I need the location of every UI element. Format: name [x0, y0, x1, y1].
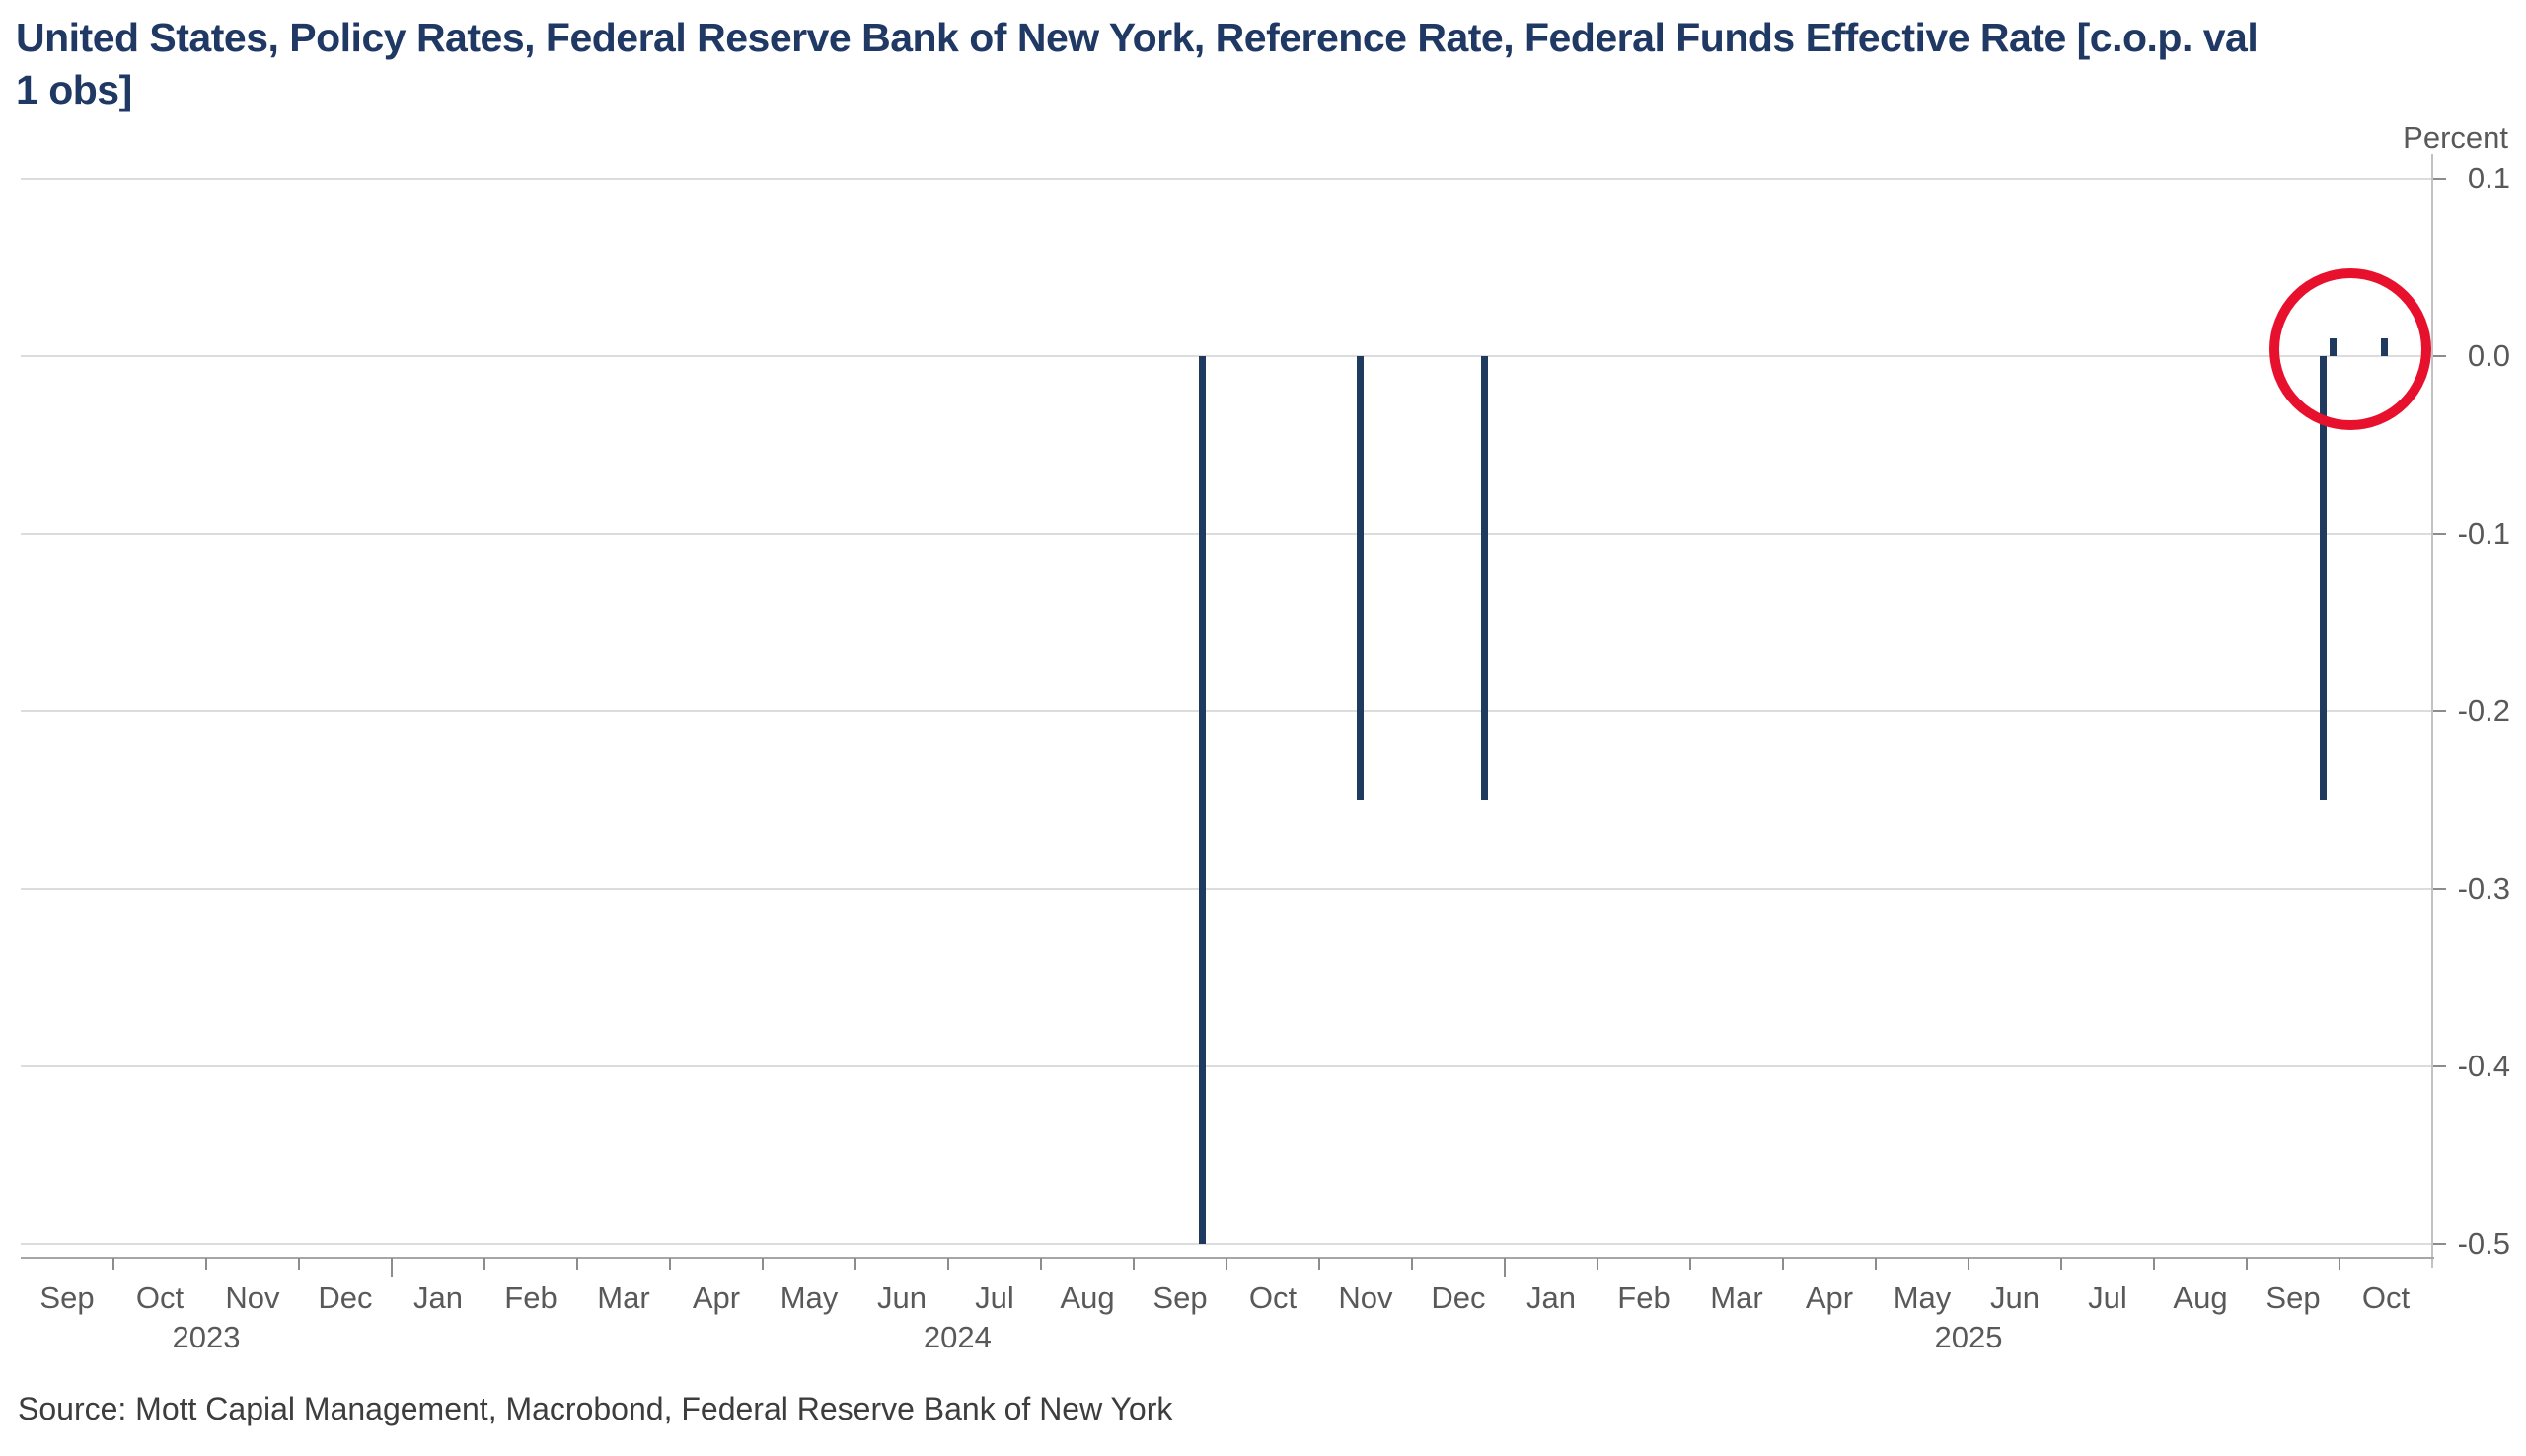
x-axis-tick	[2339, 1258, 2340, 1270]
x-axis-tick	[1689, 1258, 1691, 1270]
x-year-label: 2025	[1934, 1320, 2003, 1354]
gridline	[21, 355, 2432, 357]
x-axis-tick	[2153, 1258, 2155, 1270]
x-axis-tick	[576, 1258, 578, 1270]
x-month-label: Dec	[318, 1280, 373, 1315]
x-month-label: May	[1893, 1280, 1952, 1315]
x-month-label: Apr	[1805, 1280, 1854, 1315]
x-month-label: Feb	[504, 1280, 557, 1315]
y-axis-tick	[2432, 355, 2446, 357]
chart-title-line-1: United States, Policy Rates, Federal Res…	[16, 15, 2259, 60]
x-axis-tick	[947, 1258, 949, 1270]
gridline	[21, 533, 2432, 535]
data-bar	[2319, 356, 2327, 800]
x-month-label: Sep	[39, 1280, 95, 1315]
x-axis-tick	[2246, 1258, 2248, 1270]
x-year-label: 2023	[172, 1320, 241, 1354]
y-axis-tick	[2432, 1065, 2446, 1067]
x-axis-tick	[1782, 1258, 1784, 1270]
y-axis-tick	[2432, 710, 2446, 712]
y-axis-unit-label: Percent	[2403, 120, 2508, 155]
x-axis-tick	[854, 1258, 856, 1270]
x-month-label: Oct	[135, 1280, 185, 1315]
x-axis-tick	[1226, 1258, 1227, 1270]
chart-title-line-2: 1 obs]	[16, 67, 132, 112]
x-axis-tick	[2060, 1258, 2062, 1270]
y-tick-label: -0.2	[2457, 693, 2510, 728]
y-axis-line	[2431, 154, 2433, 1268]
x-month-label: Mar	[597, 1280, 650, 1315]
x-month-label: Sep	[1152, 1280, 1208, 1315]
gridline	[21, 710, 2432, 712]
x-axis-tick	[205, 1258, 207, 1270]
x-month-label: Jul	[2088, 1280, 2127, 1315]
highlight-circle-annotation	[2269, 267, 2432, 430]
x-axis-tick	[112, 1258, 114, 1270]
x-month-label: Jan	[1526, 1280, 1576, 1315]
x-month-label: Jun	[877, 1280, 927, 1315]
y-tick-label: -0.5	[2457, 1226, 2510, 1261]
x-month-label: Oct	[2361, 1280, 2411, 1315]
x-month-label: Jan	[413, 1280, 463, 1315]
x-axis-tick	[483, 1258, 485, 1270]
x-axis-tick	[669, 1258, 671, 1270]
data-bar	[1199, 356, 1207, 1244]
x-axis-tick	[1040, 1258, 1042, 1270]
x-axis-tick	[1133, 1258, 1135, 1270]
data-bar	[1480, 356, 1488, 800]
y-tick-label: -0.4	[2457, 1049, 2510, 1083]
x-month-label: Mar	[1710, 1280, 1763, 1315]
x-axis-tick	[1597, 1258, 1598, 1270]
y-tick-label: -0.3	[2457, 871, 2510, 906]
x-month-label: Jul	[975, 1280, 1014, 1315]
x-month-label: Apr	[692, 1280, 741, 1315]
data-bar	[1356, 356, 1364, 800]
x-year-label: 2024	[923, 1320, 992, 1354]
y-axis-tick	[2432, 1243, 2446, 1245]
gridline	[21, 1243, 2432, 1245]
chart-title: United States, Policy Rates, Federal Res…	[16, 12, 2259, 116]
gridline	[21, 178, 2432, 180]
gridline	[21, 1065, 2432, 1067]
x-axis-tick	[1318, 1258, 1320, 1270]
gridline	[21, 888, 2432, 890]
x-month-label: Jun	[1990, 1280, 2040, 1315]
x-axis-tick	[762, 1258, 764, 1270]
x-month-label: May	[780, 1280, 839, 1315]
x-month-label: Feb	[1617, 1280, 1671, 1315]
y-axis-tick	[2432, 888, 2446, 890]
x-month-label: Dec	[1431, 1280, 1486, 1315]
x-month-label: Nov	[1338, 1280, 1393, 1315]
x-axis-tick-year	[1504, 1258, 1506, 1277]
x-month-label: Nov	[225, 1280, 280, 1315]
x-axis-tick	[1411, 1258, 1413, 1270]
x-axis-line	[21, 1257, 2434, 1259]
y-axis-tick	[2432, 533, 2446, 535]
y-axis-tick	[2432, 178, 2446, 180]
x-axis-tick	[1968, 1258, 1969, 1270]
y-tick-label: -0.1	[2457, 516, 2510, 550]
x-month-label: Aug	[1060, 1280, 1115, 1315]
x-axis-tick	[298, 1258, 300, 1270]
y-tick-label: 0.1	[2467, 161, 2510, 195]
source-note: Source: Mott Capial Management, Macrobon…	[18, 1391, 1173, 1426]
x-month-label: Oct	[1248, 1280, 1298, 1315]
y-tick-label: 0.0	[2467, 338, 2510, 373]
x-axis-tick	[1875, 1258, 1877, 1270]
x-month-label: Sep	[2266, 1280, 2321, 1315]
x-month-label: Aug	[2173, 1280, 2228, 1315]
x-axis-tick-year	[391, 1258, 393, 1277]
